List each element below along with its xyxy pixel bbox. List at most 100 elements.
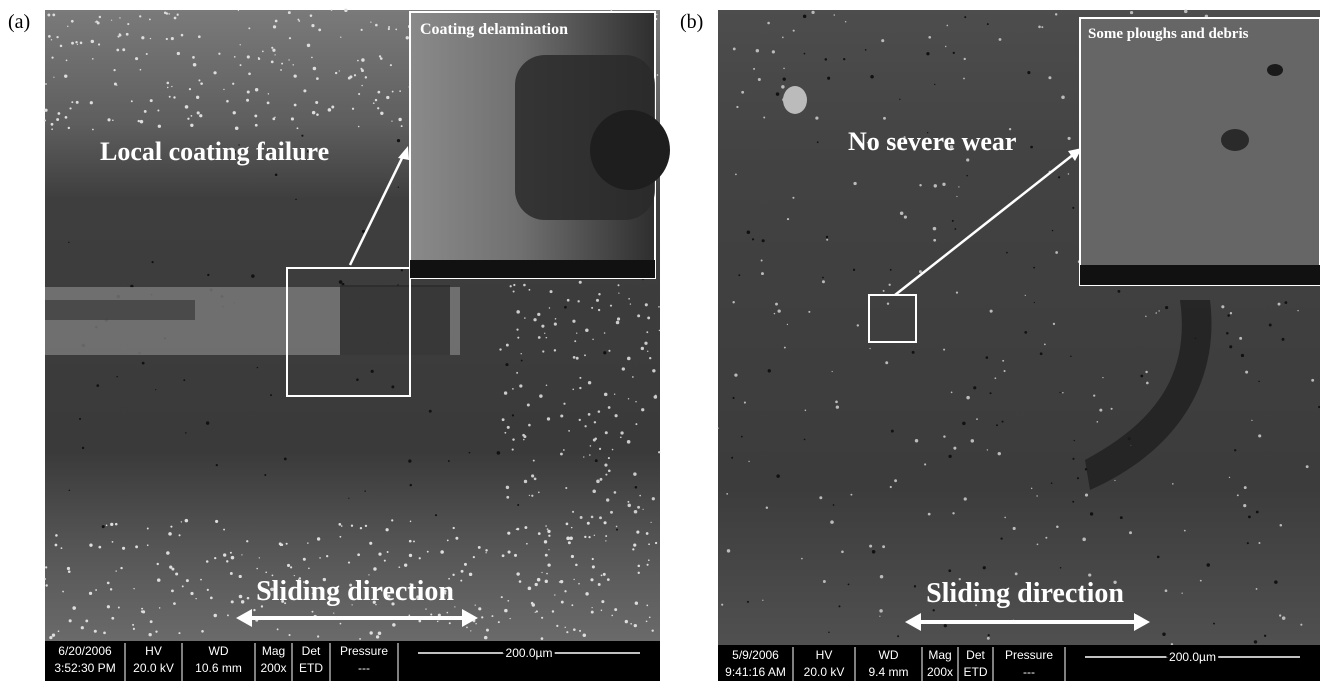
speckle xyxy=(956,196,957,197)
info-text: Mag xyxy=(262,644,285,658)
speckle xyxy=(226,100,229,103)
speckle xyxy=(575,564,578,567)
speckle xyxy=(469,452,471,454)
speckle xyxy=(1036,495,1037,496)
speckle xyxy=(834,14,836,16)
speckle xyxy=(361,85,363,87)
speckle xyxy=(375,24,378,27)
speckle xyxy=(1085,494,1088,497)
speckle xyxy=(179,534,181,536)
speckle xyxy=(268,93,269,94)
speckle xyxy=(1053,323,1055,325)
speckle xyxy=(592,339,593,340)
speckle xyxy=(512,448,514,450)
speckle xyxy=(585,592,588,595)
speckle xyxy=(942,183,945,186)
speckle xyxy=(987,637,990,640)
speckle xyxy=(1278,303,1281,306)
speckle xyxy=(548,549,549,550)
speckle xyxy=(850,494,852,496)
speckle xyxy=(390,64,392,66)
speckle xyxy=(254,114,257,117)
speckle xyxy=(1072,207,1074,209)
speckle xyxy=(573,356,576,359)
delamination xyxy=(590,110,670,190)
speckle xyxy=(1258,381,1260,383)
speckle xyxy=(91,40,94,43)
speckle xyxy=(787,324,788,325)
speckle xyxy=(933,227,937,231)
speckle xyxy=(272,117,275,120)
speckle xyxy=(590,445,592,447)
speckle xyxy=(527,404,530,407)
speckle xyxy=(68,570,71,573)
info-text: 9.4 mm xyxy=(868,665,908,679)
speckle xyxy=(627,357,631,361)
speckle xyxy=(872,550,876,554)
speckle xyxy=(118,607,120,609)
speckle xyxy=(926,52,929,55)
speckle xyxy=(333,612,334,613)
speckle xyxy=(271,47,273,49)
speckle xyxy=(247,90,250,93)
speckle xyxy=(578,583,580,585)
speckle xyxy=(127,23,129,25)
speckle xyxy=(531,495,533,497)
speckle xyxy=(736,106,738,108)
speckle xyxy=(741,91,744,94)
speckle xyxy=(386,96,389,99)
speckle xyxy=(952,512,954,514)
speckle xyxy=(904,216,907,219)
speckle xyxy=(599,516,602,519)
speckle xyxy=(377,91,380,94)
speckle xyxy=(649,616,651,618)
speckle xyxy=(580,516,583,519)
speckle xyxy=(605,535,607,537)
speckle xyxy=(641,408,644,411)
speckle xyxy=(556,625,558,627)
speckle xyxy=(622,367,625,370)
speckle xyxy=(603,351,606,354)
speckle xyxy=(604,521,607,524)
speckle xyxy=(577,300,579,302)
speckle xyxy=(1157,556,1160,559)
speckle xyxy=(190,124,193,127)
speckle xyxy=(1002,421,1004,423)
speckle xyxy=(523,439,525,441)
speckle xyxy=(239,575,242,578)
speckle xyxy=(815,116,818,119)
speckle xyxy=(401,125,403,127)
speckle xyxy=(588,413,591,416)
speckle xyxy=(870,75,874,79)
speckle xyxy=(157,578,161,582)
speckle xyxy=(1040,352,1043,355)
speckle xyxy=(605,540,606,541)
speckle xyxy=(170,526,172,528)
speckle xyxy=(430,613,432,615)
speckle xyxy=(774,313,775,314)
speckle xyxy=(634,624,637,627)
speckle xyxy=(1172,483,1174,485)
speckle xyxy=(384,560,386,562)
speckle xyxy=(235,126,239,130)
speckle xyxy=(865,49,867,51)
speckle xyxy=(630,303,631,304)
speckle xyxy=(783,78,786,81)
speckle xyxy=(191,115,193,117)
speckle xyxy=(147,544,149,546)
speckle xyxy=(808,311,810,313)
speckle xyxy=(1248,516,1251,519)
speckle xyxy=(1111,408,1113,410)
speckle xyxy=(1062,392,1063,393)
speckle xyxy=(963,78,965,80)
speckle xyxy=(246,99,249,102)
speckle xyxy=(189,88,191,90)
speckle xyxy=(783,68,785,70)
speckle xyxy=(563,403,565,405)
speckle xyxy=(171,589,174,592)
speckle xyxy=(889,284,891,286)
info-text: 10.6 mm xyxy=(195,661,242,675)
speckle xyxy=(1099,409,1102,412)
speckle xyxy=(953,447,956,450)
speckle xyxy=(538,491,540,493)
